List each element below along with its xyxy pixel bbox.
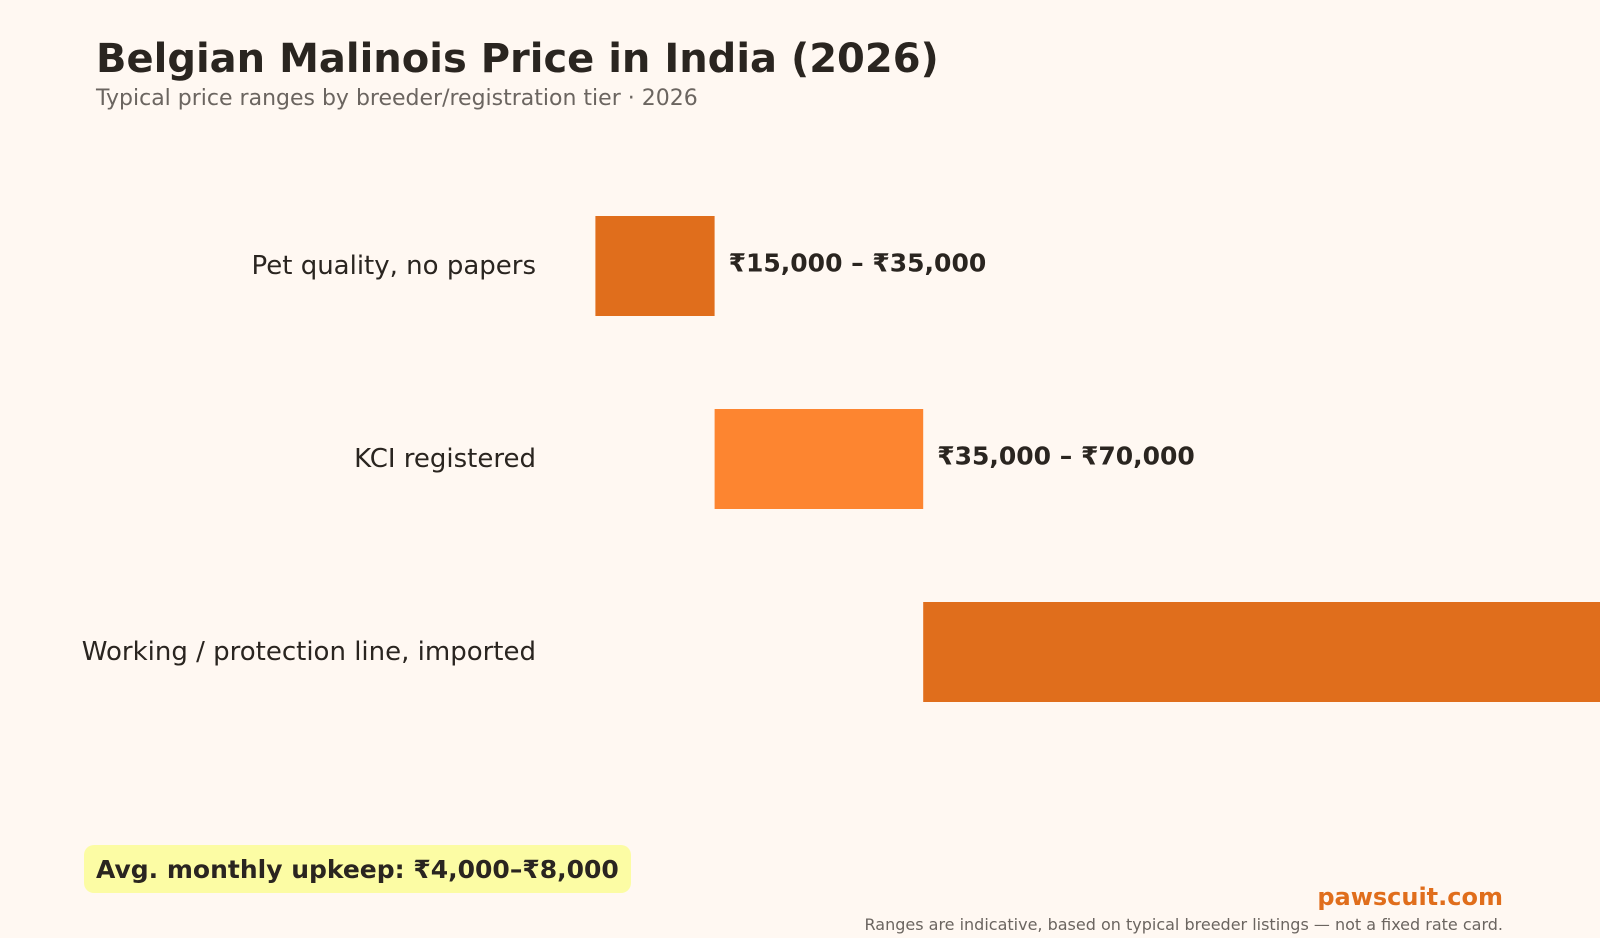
- price-range-bar: [923, 602, 1600, 702]
- monthly-upkeep-badge: Avg. monthly upkeep: ₹4,000–₹8,000: [84, 845, 631, 893]
- category-label: Working / protection line, imported: [82, 637, 536, 667]
- chart-title: Belgian Malinois Price in India (2026): [96, 36, 939, 82]
- bar-value-label: ₹15,000 – ₹35,000: [729, 249, 987, 278]
- price-range-bar: [595, 216, 715, 316]
- footnote: Ranges are indicative, based on typical …: [864, 915, 1504, 934]
- category-label: KCI registered: [354, 444, 536, 474]
- brand-link[interactable]: pawscuit.com: [1317, 883, 1503, 911]
- price-range-bar: [714, 409, 924, 509]
- bar-value-label: ₹35,000 – ₹70,000: [937, 442, 1195, 471]
- category-label: Pet quality, no papers: [251, 251, 536, 281]
- chart-subtitle: Typical price ranges by breeder/registra…: [96, 86, 698, 111]
